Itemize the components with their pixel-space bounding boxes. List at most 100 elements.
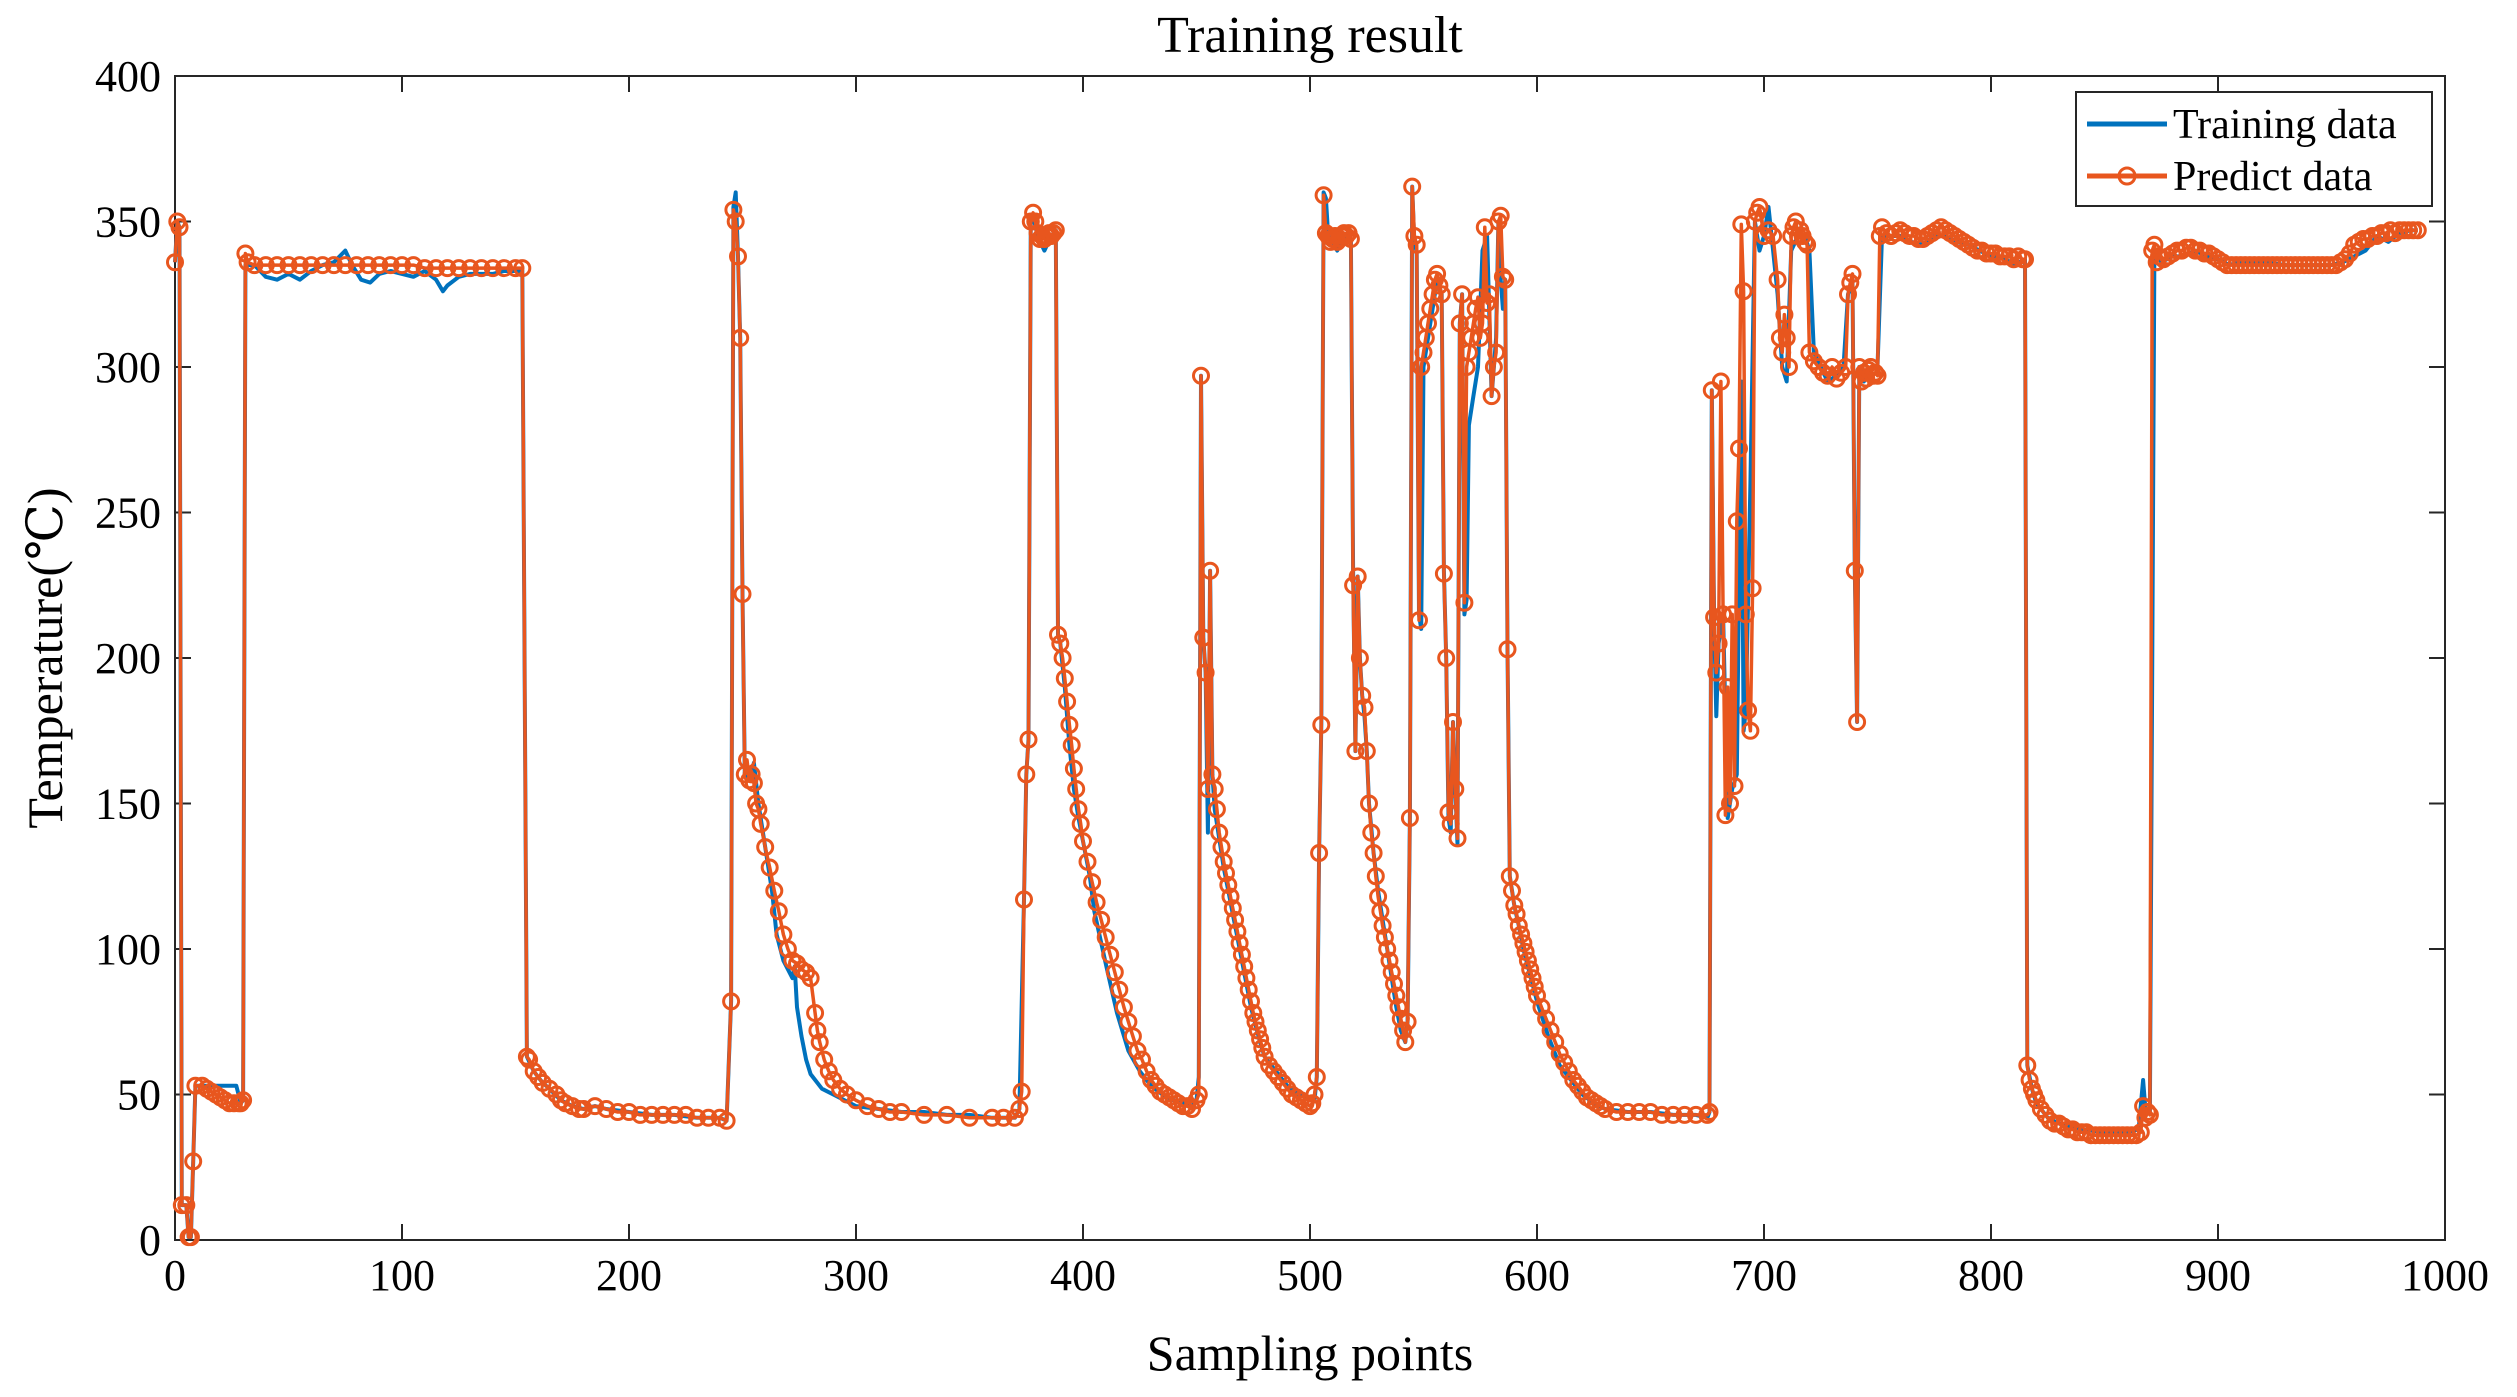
series-predict-data bbox=[166, 177, 2427, 1247]
predict-point bbox=[1019, 730, 1038, 749]
predict-point bbox=[1244, 1004, 1263, 1022]
predict-point bbox=[881, 1103, 899, 1121]
predict-point bbox=[1441, 814, 1460, 833]
plot-area bbox=[174, 75, 2446, 1241]
predict-point bbox=[2027, 1091, 2046, 1110]
predict-point bbox=[1378, 940, 1397, 958]
predict-point bbox=[1044, 224, 1063, 243]
predict-point bbox=[1217, 864, 1235, 883]
predict-point bbox=[1730, 439, 1748, 458]
x-tick-label: 300 bbox=[823, 1251, 889, 1300]
predict-point bbox=[1718, 678, 1737, 697]
predict-point bbox=[1403, 177, 1422, 196]
predict-point bbox=[1242, 992, 1260, 1011]
predict-point bbox=[665, 1105, 684, 1124]
predict-point bbox=[1239, 980, 1258, 999]
predict-point bbox=[742, 765, 761, 784]
predict-point bbox=[1005, 1108, 1024, 1127]
predict-point bbox=[994, 1108, 1013, 1127]
predict-point bbox=[1105, 963, 1124, 982]
predict-point bbox=[1087, 893, 1106, 912]
predict-point bbox=[1074, 832, 1092, 851]
predict-point bbox=[1221, 887, 1240, 906]
predict-point bbox=[1232, 945, 1251, 964]
predict-point bbox=[1389, 998, 1408, 1017]
series-layer bbox=[166, 177, 2427, 1247]
y-tick-label: 300 bbox=[95, 343, 161, 392]
predict-point bbox=[1010, 1100, 1029, 1118]
predict-point bbox=[1205, 780, 1224, 798]
predict-point bbox=[256, 256, 275, 275]
predict-point bbox=[2138, 1103, 2157, 1121]
predict-point bbox=[983, 1108, 1002, 1127]
predict-point bbox=[1512, 925, 1531, 944]
x-tick-label: 1000 bbox=[2401, 1251, 2489, 1300]
predict-point bbox=[1764, 227, 1783, 245]
x-tick-label: 700 bbox=[1731, 1251, 1797, 1300]
predict-point bbox=[1525, 977, 1544, 996]
predict-point bbox=[1400, 809, 1419, 827]
predict-point bbox=[1714, 605, 1733, 624]
predict-point bbox=[393, 256, 411, 275]
predict-point bbox=[751, 814, 770, 833]
predict-point bbox=[1353, 686, 1372, 705]
predict-point bbox=[1062, 736, 1081, 755]
predict-point bbox=[1219, 876, 1238, 894]
predict-point bbox=[726, 212, 745, 231]
predict-point bbox=[1768, 270, 1787, 289]
predict-point bbox=[1727, 512, 1746, 531]
predict-point bbox=[302, 256, 321, 275]
predict-point bbox=[1780, 358, 1798, 376]
predict-point bbox=[1709, 634, 1728, 653]
predict-point bbox=[1750, 198, 1769, 216]
predict-point bbox=[1192, 366, 1210, 385]
predict-point bbox=[1064, 759, 1083, 778]
predict-point bbox=[1473, 314, 1492, 333]
predict-point bbox=[1346, 742, 1365, 761]
predict-point bbox=[1137, 1062, 1156, 1081]
y-axis: 0 50 100 150 200 250 300 350 400 bbox=[95, 52, 2445, 1265]
predict-point bbox=[1096, 928, 1115, 947]
predict-point bbox=[1555, 1053, 1574, 1072]
predict-point bbox=[1516, 942, 1535, 961]
predict-point bbox=[1480, 285, 1499, 304]
predict-point bbox=[1734, 282, 1753, 301]
x-tick-label: 0 bbox=[164, 1251, 186, 1300]
predict-point bbox=[1253, 1038, 1272, 1057]
predict-point bbox=[181, 1228, 200, 1247]
predict-point bbox=[1341, 230, 1360, 248]
x-tick-label: 800 bbox=[1958, 1251, 2024, 1300]
predict-point bbox=[1641, 1103, 1660, 1121]
predict-point bbox=[438, 259, 457, 278]
predict-point bbox=[483, 259, 502, 278]
predict-point bbox=[1607, 1103, 1626, 1121]
predict-point bbox=[2140, 1105, 2159, 1124]
predict-point bbox=[415, 259, 434, 278]
predict-point bbox=[1518, 951, 1537, 970]
predict-point bbox=[1711, 372, 1730, 391]
predict-point bbox=[427, 259, 446, 278]
predict-point bbox=[1071, 814, 1090, 833]
predict-point bbox=[2408, 221, 2427, 240]
predict-point bbox=[1026, 212, 1045, 231]
predict-point bbox=[290, 256, 309, 275]
predict-point bbox=[892, 1103, 911, 1121]
predict-point bbox=[1428, 264, 1447, 283]
predict-point bbox=[1248, 1021, 1267, 1040]
predict-point bbox=[1049, 625, 1067, 644]
predict-point bbox=[1303, 1094, 1322, 1113]
predict-point bbox=[1675, 1105, 1694, 1124]
predict-point bbox=[1478, 294, 1497, 312]
predict-point bbox=[245, 256, 264, 275]
predict-point bbox=[1092, 910, 1111, 929]
predict-point bbox=[1739, 701, 1758, 720]
predict-point bbox=[1396, 1033, 1415, 1052]
legend-label-training: Training data bbox=[2173, 102, 2397, 148]
predict-point bbox=[449, 259, 468, 278]
predict-point bbox=[717, 1111, 736, 1130]
y-tick-label: 200 bbox=[95, 634, 161, 683]
predict-point bbox=[234, 1091, 253, 1110]
predict-point bbox=[1868, 366, 1887, 385]
predict-point bbox=[1189, 1085, 1208, 1104]
